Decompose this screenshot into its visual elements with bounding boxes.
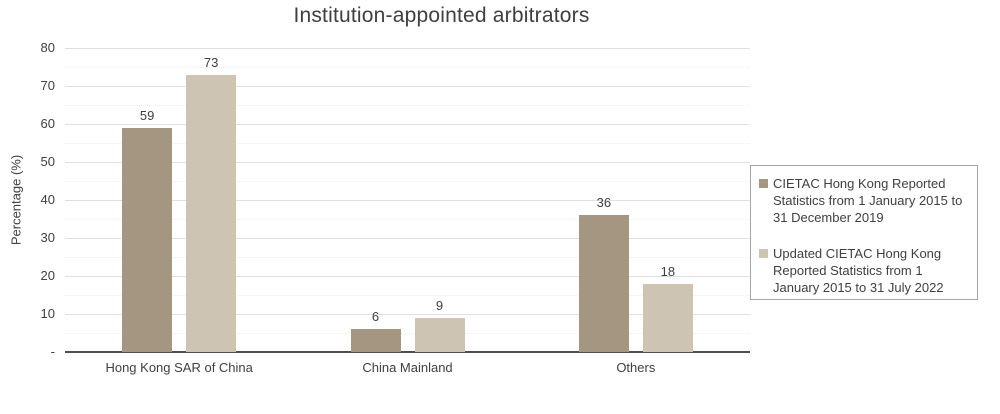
legend-label: Updated CIETAC Hong Kong Reported Statis… (773, 246, 944, 295)
gridline-major (65, 238, 750, 239)
gridline-minor (65, 295, 750, 296)
legend-item: Updated CIETAC Hong Kong Reported Statis… (759, 245, 969, 296)
legend: CIETAC Hong Kong Reported Statistics fro… (750, 165, 978, 300)
y-tick-label: - (50, 344, 55, 359)
x-category-label: Hong Kong SAR of China (105, 360, 253, 375)
gridline-major (65, 48, 750, 49)
bar-series1 (122, 127, 173, 352)
legend-item: CIETAC Hong Kong Reported Statistics fro… (759, 175, 969, 226)
gridline-minor (65, 181, 750, 182)
legend-marker-icon (759, 179, 768, 188)
y-tick-label: 60 (40, 116, 55, 131)
chart-title: Institution-appointed arbitrators (293, 4, 590, 27)
bar-value-label: 18 (660, 263, 676, 279)
bar-series2 (642, 283, 693, 352)
gridline-major (65, 162, 750, 163)
y-tick-label: 20 (40, 268, 55, 283)
bar-series1 (350, 329, 401, 352)
gridline-minor (65, 105, 750, 106)
plot-area: 59 73 6 9 36 18 Hong Kong SAR of China China M… (65, 48, 750, 375)
bar-value-label: 6 (371, 309, 380, 325)
gridline-minor (65, 333, 750, 334)
gridline-major (65, 86, 750, 87)
bar-series2 (186, 74, 237, 352)
y-tick-label: 30 (40, 230, 55, 245)
x-category-label: China Mainland (362, 360, 453, 375)
bar-value-label: 9 (435, 297, 444, 313)
x-axis-line (65, 351, 750, 353)
bar-value-label: 73 (203, 54, 219, 70)
legend-marker-icon (759, 249, 768, 258)
gridline-major (65, 276, 750, 277)
gridline-major (65, 314, 750, 315)
y-tick-label: 50 (40, 154, 55, 169)
bar-value-label: 59 (139, 107, 155, 123)
y-tick-label: 10 (40, 306, 55, 321)
y-tick-label: 40 (40, 192, 55, 207)
bar-series1 (578, 215, 629, 352)
bar-series2 (414, 317, 465, 352)
gridline-major (65, 200, 750, 201)
y-tick-label: 80 (40, 40, 55, 55)
bar-value-label: 36 (596, 195, 612, 211)
gridline-minor (65, 143, 750, 144)
gridline-minor (65, 257, 750, 258)
gridline-minor (65, 219, 750, 220)
x-category-label: Others (616, 360, 656, 375)
gridline-minor (65, 67, 750, 68)
legend-label: CIETAC Hong Kong Reported Statistics fro… (773, 176, 963, 225)
y-tick-label: 70 (40, 78, 55, 93)
gridline-major (65, 124, 750, 125)
